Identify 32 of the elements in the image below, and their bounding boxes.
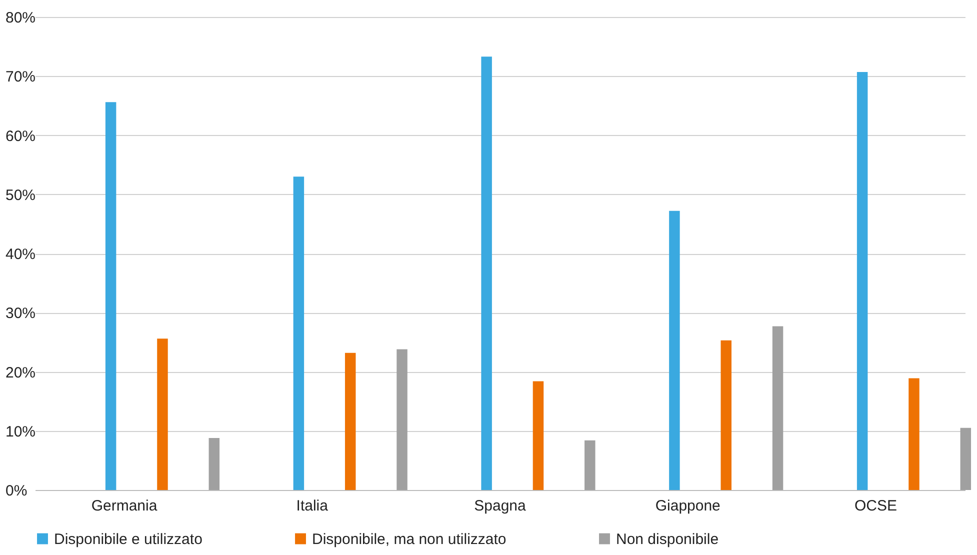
bar [584, 440, 596, 490]
x-tick-label: Giappone [655, 498, 720, 514]
bar [908, 378, 920, 490]
y-tick-label: 50% [6, 186, 36, 204]
bar [105, 102, 116, 490]
bar [532, 381, 544, 490]
legend-label: Non disponibile [616, 530, 719, 548]
bar [960, 428, 972, 490]
bar [396, 349, 408, 490]
x-tick-label: Germania [91, 498, 158, 514]
y-tick-label: 40% [6, 246, 36, 263]
bar [208, 438, 220, 490]
legend-label: Disponibile, ma non utilizzato [312, 530, 506, 548]
x-tick-label: OCSE [854, 498, 898, 514]
y-tick-label: 20% [6, 364, 36, 382]
y-tick-label: 30% [6, 305, 36, 322]
bar [481, 56, 492, 490]
bar [720, 340, 732, 490]
bar [157, 338, 168, 490]
bar [856, 72, 868, 490]
bar [293, 176, 304, 490]
bar [344, 352, 356, 490]
x-tick-label: Italia [296, 498, 329, 514]
bar [772, 326, 784, 490]
legend-label: Disponibile e utilizzato [54, 530, 202, 548]
y-tick-label: 10% [6, 423, 36, 440]
y-tick-label: 60% [6, 128, 36, 145]
bar [669, 210, 680, 490]
y-tick-label: 80% [6, 10, 36, 26]
y-tick-label: 0% [6, 482, 28, 500]
x-tick-label: Spagna [474, 498, 527, 514]
y-tick-label: 70% [6, 68, 36, 86]
